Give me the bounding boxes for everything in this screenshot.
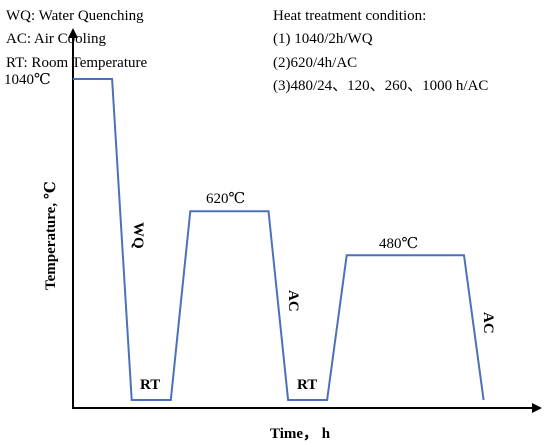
legend: WQ: Water Quenching AC: Air Cooling RT: … bbox=[6, 8, 488, 94]
label-1040: 1040℃ bbox=[4, 72, 51, 88]
label-wq: WQ bbox=[130, 222, 146, 249]
y-axis-label: Temperature, ℃ bbox=[43, 181, 59, 290]
legend-condition-1: (1) 1040/2h/WQ bbox=[273, 31, 373, 47]
axes bbox=[68, 28, 542, 413]
legend-condition-2: (2)620/4h/AC bbox=[273, 55, 357, 71]
legend-wq: WQ: Water Quenching bbox=[6, 8, 144, 24]
temperature-profile-line bbox=[73, 78, 485, 401]
legend-condition-title: Heat treatment condition: bbox=[273, 8, 426, 24]
label-ac-1: AC bbox=[285, 290, 301, 312]
legend-ac: AC: Air Cooling bbox=[6, 31, 107, 47]
label-ac-2: AC bbox=[480, 312, 496, 334]
label-rt-2: RT bbox=[297, 377, 317, 393]
legend-rt: RT: Room Temperature bbox=[6, 55, 148, 71]
label-480: 480℃ bbox=[379, 236, 418, 252]
legend-condition-3: (3)480/24、120、260、1000 h/AC bbox=[273, 78, 488, 94]
label-rt-1: RT bbox=[140, 377, 160, 393]
label-620: 620℃ bbox=[206, 191, 245, 207]
x-axis-label: Time， h bbox=[270, 426, 331, 442]
